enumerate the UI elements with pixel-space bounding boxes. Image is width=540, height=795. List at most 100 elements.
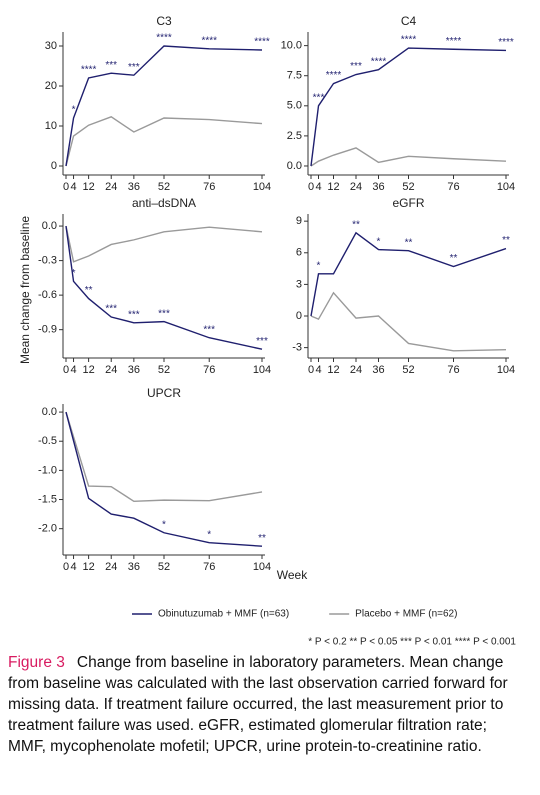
series-line — [65, 116, 263, 167]
caption: Figure 3 Change from baseline in laborato… — [8, 652, 528, 757]
significance-label: **** — [498, 37, 514, 48]
x-tick-label: 0 — [63, 181, 69, 193]
y-tick-label: -3 — [292, 342, 302, 354]
x-tick-label: 104 — [253, 181, 271, 193]
significance-label: **** — [156, 33, 172, 44]
series-line — [65, 45, 263, 167]
legend-label: Obinutuzumab + MMF (n=63) — [158, 609, 289, 620]
caption-label: Figure 3 — [8, 654, 65, 671]
significance-label: * — [72, 268, 76, 279]
x-tick-label: 24 — [350, 364, 362, 376]
significance-label: *** — [313, 92, 325, 103]
x-tick-label: 52 — [158, 364, 170, 376]
significance-label: *** — [105, 60, 117, 71]
x-tick-label: 76 — [203, 561, 215, 573]
y-tick-label: 0 — [51, 160, 57, 172]
y-tick-label: -0.3 — [38, 255, 57, 267]
significance-label: ** — [502, 235, 510, 246]
y-tick-label: -2.0 — [38, 523, 57, 535]
x-tick-label: 12 — [82, 364, 94, 376]
significance-label: **** — [201, 35, 217, 46]
y-tick-label: 10.0 — [281, 40, 302, 52]
significance-label: **** — [401, 35, 417, 46]
figure: Mean change from baseline Week * P < 0.2… — [18, 14, 516, 648]
significance-label: *** — [203, 324, 215, 335]
x-tick-label: 104 — [497, 181, 515, 193]
x-tick-label: 24 — [105, 364, 117, 376]
significance-label: * — [207, 529, 211, 540]
x-tick-label: 104 — [253, 561, 271, 573]
panel-title: UPCR — [147, 386, 181, 400]
x-tick-label: 36 — [372, 181, 384, 193]
x-tick-label: 76 — [447, 364, 459, 376]
x-tick-label: 12 — [82, 181, 94, 193]
y-tick-label: 0 — [296, 310, 302, 322]
series-line — [310, 231, 507, 317]
significance-label: ** — [405, 237, 413, 248]
x-tick-label: 24 — [350, 181, 362, 193]
series-line — [65, 411, 263, 502]
significance-label: *** — [105, 304, 117, 315]
y-tick-label: 9 — [296, 215, 302, 227]
significance-label: ** — [258, 533, 266, 544]
significance-label: * — [317, 260, 321, 271]
series-line — [310, 147, 507, 167]
y-tick-label: 20 — [45, 80, 57, 92]
x-tick-label: 0 — [308, 181, 314, 193]
x-tick-label: 52 — [402, 364, 414, 376]
significance-label: *** — [128, 309, 140, 320]
series-line — [65, 225, 263, 350]
x-tick-label: 36 — [128, 181, 140, 193]
x-tick-label: 0 — [63, 364, 69, 376]
x-tick-label: 104 — [497, 364, 515, 376]
significance-label: ** — [352, 219, 360, 230]
x-tick-label: 36 — [128, 561, 140, 573]
y-tick-label: -0.6 — [38, 289, 57, 301]
significance-label: *** — [256, 336, 268, 347]
significance-label: ** — [450, 253, 458, 264]
significance-label: **** — [371, 56, 387, 67]
legend-label: Placebo + MMF (n=62) — [355, 609, 457, 620]
series-line — [310, 291, 507, 352]
y-tick-label: 3 — [296, 278, 302, 290]
x-tick-label: 104 — [253, 364, 271, 376]
x-tick-label: 4 — [70, 181, 76, 193]
y-axis-label: Mean change from baseline — [18, 216, 32, 364]
x-tick-label: 12 — [327, 181, 339, 193]
significance-label: *** — [158, 308, 170, 319]
significance-label: *** — [128, 62, 140, 73]
x-tick-label: 24 — [105, 181, 117, 193]
panel-title: anti–dsDNA — [132, 196, 196, 210]
caption-text: Change from baseline in laboratory param… — [8, 654, 508, 755]
footnote: * P < 0.2 ** P < 0.05 *** P < 0.01 **** … — [308, 637, 516, 648]
x-tick-label: 0 — [63, 561, 69, 573]
series-line — [65, 411, 263, 547]
x-axis-label: Week — [277, 568, 308, 582]
x-tick-label: 12 — [82, 561, 94, 573]
significance-label: **** — [446, 36, 462, 47]
panel-title: eGFR — [392, 196, 424, 210]
significance-label: * — [72, 105, 76, 116]
significance-label: * — [377, 236, 381, 247]
y-tick-label: -0.5 — [38, 435, 57, 447]
y-tick-label: 10 — [45, 120, 57, 132]
panel-title: C3 — [156, 14, 172, 28]
x-tick-label: 52 — [158, 181, 170, 193]
x-tick-label: 0 — [308, 364, 314, 376]
x-tick-label: 76 — [447, 181, 459, 193]
x-tick-label: 36 — [372, 364, 384, 376]
significance-label: ** — [85, 285, 93, 296]
x-tick-label: 24 — [105, 561, 117, 573]
y-tick-label: -1.0 — [38, 464, 57, 476]
y-tick-label: -0.9 — [38, 324, 57, 336]
y-tick-label: 2.5 — [287, 130, 302, 142]
panel-title: C4 — [401, 14, 417, 28]
significance-label: **** — [254, 37, 270, 48]
x-tick-label: 36 — [128, 364, 140, 376]
significance-label: **** — [81, 65, 97, 76]
x-tick-label: 52 — [158, 561, 170, 573]
x-tick-label: 52 — [402, 181, 414, 193]
x-tick-label: 12 — [327, 364, 339, 376]
x-tick-label: 4 — [70, 364, 76, 376]
